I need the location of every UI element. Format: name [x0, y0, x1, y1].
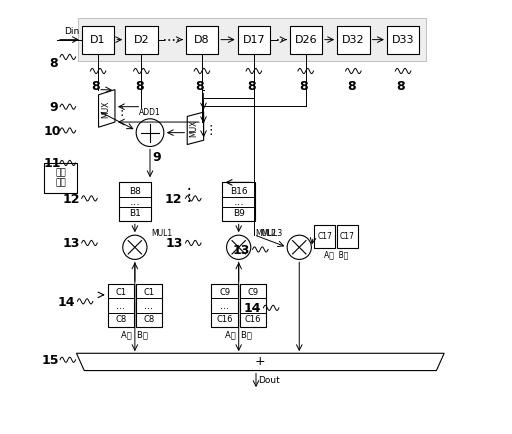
Bar: [337, 224, 358, 248]
Circle shape: [123, 235, 147, 260]
Bar: [82, 26, 114, 54]
Text: 12: 12: [62, 193, 79, 206]
Text: 14: 14: [58, 296, 75, 309]
Text: D33: D33: [392, 35, 414, 45]
FancyBboxPatch shape: [78, 18, 425, 61]
Text: 9: 9: [152, 151, 161, 164]
Text: 14: 14: [244, 302, 261, 315]
Text: 8: 8: [50, 57, 58, 70]
Bar: [238, 26, 270, 54]
Text: B8: B8: [129, 187, 141, 196]
Text: 8: 8: [247, 79, 256, 92]
Text: MUX: MUX: [101, 100, 110, 118]
Text: B9: B9: [233, 209, 245, 218]
Circle shape: [227, 235, 251, 260]
Text: C8: C8: [115, 315, 126, 324]
Text: D26: D26: [294, 35, 317, 45]
Bar: [289, 26, 322, 54]
Text: 11: 11: [44, 157, 61, 170]
Circle shape: [287, 235, 311, 260]
Text: C8: C8: [143, 315, 155, 324]
Bar: [108, 284, 134, 327]
Text: C1: C1: [143, 288, 155, 297]
Text: 9: 9: [49, 101, 58, 114]
Text: C17: C17: [340, 232, 355, 241]
Text: B16: B16: [230, 187, 247, 196]
Text: 13: 13: [62, 237, 79, 250]
Text: 8: 8: [135, 79, 143, 92]
Bar: [136, 284, 162, 327]
Text: D1: D1: [90, 35, 106, 45]
Text: C9: C9: [219, 288, 230, 297]
Text: 8: 8: [397, 79, 405, 92]
Text: MUX: MUX: [189, 120, 199, 137]
Bar: [337, 26, 370, 54]
Text: C1: C1: [115, 288, 126, 297]
Text: 8: 8: [92, 79, 100, 92]
Text: 10: 10: [44, 125, 61, 138]
Text: 控制
逻辑: 控制 逻辑: [55, 168, 66, 188]
Text: MUL3: MUL3: [262, 229, 283, 237]
Bar: [223, 182, 255, 221]
Text: D17: D17: [243, 35, 265, 45]
Text: ⋮: ⋮: [115, 105, 127, 118]
Text: ...: ...: [144, 301, 154, 311]
Text: D32: D32: [342, 35, 365, 45]
Text: ADD1: ADD1: [139, 108, 161, 117]
Text: ⋮: ⋮: [204, 124, 217, 137]
Text: A组  B组: A组 B组: [324, 251, 348, 260]
Text: 15: 15: [42, 354, 59, 367]
Text: 13: 13: [165, 237, 182, 250]
Text: D8: D8: [194, 35, 210, 45]
Bar: [314, 224, 335, 248]
Text: +: +: [255, 355, 266, 368]
Text: ...: ...: [130, 197, 140, 207]
Text: C17: C17: [317, 232, 332, 241]
Bar: [211, 284, 238, 327]
Bar: [44, 163, 77, 193]
Text: 12: 12: [165, 193, 183, 206]
Bar: [119, 182, 151, 221]
Text: D2: D2: [134, 35, 149, 45]
Text: MUL2: MUL2: [255, 229, 276, 237]
Text: 8: 8: [300, 79, 308, 92]
Text: C16: C16: [217, 315, 233, 324]
Text: B1: B1: [129, 209, 141, 218]
Text: Dout: Dout: [258, 375, 280, 385]
Polygon shape: [98, 89, 115, 127]
Circle shape: [136, 119, 164, 147]
Polygon shape: [187, 112, 204, 145]
Text: 13: 13: [233, 244, 250, 257]
Text: 8: 8: [196, 79, 204, 92]
Text: C16: C16: [245, 315, 261, 324]
Text: C9: C9: [247, 288, 259, 297]
Bar: [125, 26, 158, 54]
Bar: [186, 26, 218, 54]
Bar: [240, 284, 266, 327]
Text: ⋮: ⋮: [181, 186, 197, 204]
Text: A组  B组: A组 B组: [225, 331, 252, 339]
Text: 8: 8: [347, 79, 355, 92]
Text: ...: ...: [248, 301, 257, 311]
Text: A组  B组: A组 B组: [121, 331, 148, 339]
Bar: [387, 26, 419, 54]
Text: MUL1: MUL1: [152, 229, 173, 237]
Text: ...: ...: [220, 301, 229, 311]
Text: ...: ...: [116, 301, 125, 311]
Text: Din: Din: [65, 27, 80, 36]
Polygon shape: [76, 353, 444, 371]
Text: ...: ...: [233, 197, 244, 207]
